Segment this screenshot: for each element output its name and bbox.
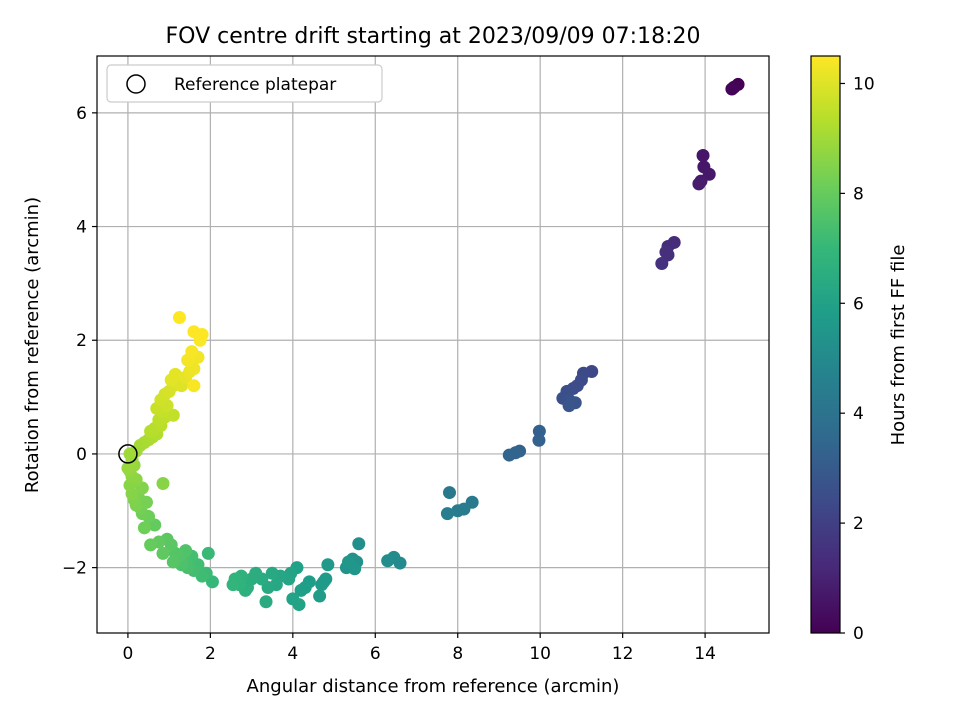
scatter-point: [187, 325, 201, 339]
x-axis-label: Angular distance from reference (arcmin): [247, 676, 620, 697]
scatter-point: [341, 555, 355, 569]
x-tick-label: 6: [370, 644, 381, 664]
y-tick-label: 2: [76, 331, 87, 351]
colorbar-tick-label: 4: [853, 404, 864, 424]
legend-box: [106, 64, 383, 103]
scatter-point: [172, 310, 186, 324]
colorbar-gradient: [810, 55, 841, 634]
y-axis-label: Rotation from reference (arcmin): [22, 197, 43, 493]
plot-area: [97, 56, 769, 633]
scatter-point: [451, 504, 465, 518]
colorbar-tick-label: 8: [853, 184, 864, 204]
scatter-point: [381, 554, 395, 568]
y-tick-label: 4: [76, 218, 87, 238]
colorbar-tick-label: 6: [853, 294, 864, 314]
x-tick-label: 10: [529, 644, 551, 664]
scatter-point: [259, 595, 273, 609]
colorbar-label: Hours from first FF file: [888, 245, 909, 446]
scatter-point: [655, 256, 669, 270]
plot-frame: [96, 55, 770, 634]
scatter-point: [352, 537, 366, 551]
chart-title: FOV centre drift starting at 2023/09/09 …: [166, 24, 701, 49]
x-tick-label: 14: [694, 644, 716, 664]
scatter-point: [294, 583, 308, 597]
scatter-point: [137, 521, 151, 535]
scatter-point: [185, 345, 199, 359]
scatter-point: [440, 507, 454, 521]
scatter-point: [442, 486, 456, 500]
y-tick-label: 0: [76, 445, 87, 465]
scatter-point: [692, 177, 706, 191]
scatter-point: [292, 598, 306, 612]
colorbar: 0 2 4 6 8 10 Hours from first FF file: [810, 55, 909, 644]
colorbar-tick-label: 2: [853, 514, 864, 534]
scatter-points: [121, 77, 745, 612]
scatter-point: [321, 558, 335, 572]
scatter-point: [168, 367, 182, 381]
scatter-point: [317, 575, 331, 589]
scatter-point: [532, 433, 546, 447]
y-tick-label: 6: [76, 104, 87, 124]
x-axis-ticks: 0 2 4 6 8 10 12 14: [123, 633, 716, 664]
y-axis-ticks: −2 0 2 4 6: [62, 104, 97, 579]
scatter-point: [201, 546, 215, 560]
scatter-point: [696, 148, 710, 162]
legend-label-reference: Reference platepar: [174, 75, 336, 95]
x-tick-label: 8: [452, 644, 463, 664]
scatter-point: [166, 408, 180, 422]
scatter-point: [725, 82, 739, 96]
scatter-point: [156, 476, 170, 490]
y-tick-label: −2: [62, 559, 87, 579]
scatter-point: [166, 555, 180, 569]
x-tick-label: 4: [287, 644, 298, 664]
scatter-point: [144, 538, 158, 552]
scatter-point: [187, 379, 201, 393]
scatter-point: [265, 566, 279, 580]
scatter-point: [313, 589, 327, 603]
colorbar-ticks: 0 2 4 6 8 10: [840, 74, 875, 644]
reference-marker: [118, 444, 138, 464]
legend: Reference platepar: [106, 64, 383, 103]
x-tick-label: 12: [612, 644, 634, 664]
colorbar-tick-label: 0: [853, 624, 864, 644]
x-tick-label: 2: [205, 644, 216, 664]
x-tick-label: 0: [123, 644, 134, 664]
colorbar-tick-label: 10: [853, 74, 875, 94]
scatter-point: [502, 448, 516, 462]
scatter-point: [226, 578, 240, 592]
legend-marker-reference: [126, 74, 146, 94]
scatter-point: [156, 546, 170, 560]
scatter-point: [562, 399, 576, 413]
